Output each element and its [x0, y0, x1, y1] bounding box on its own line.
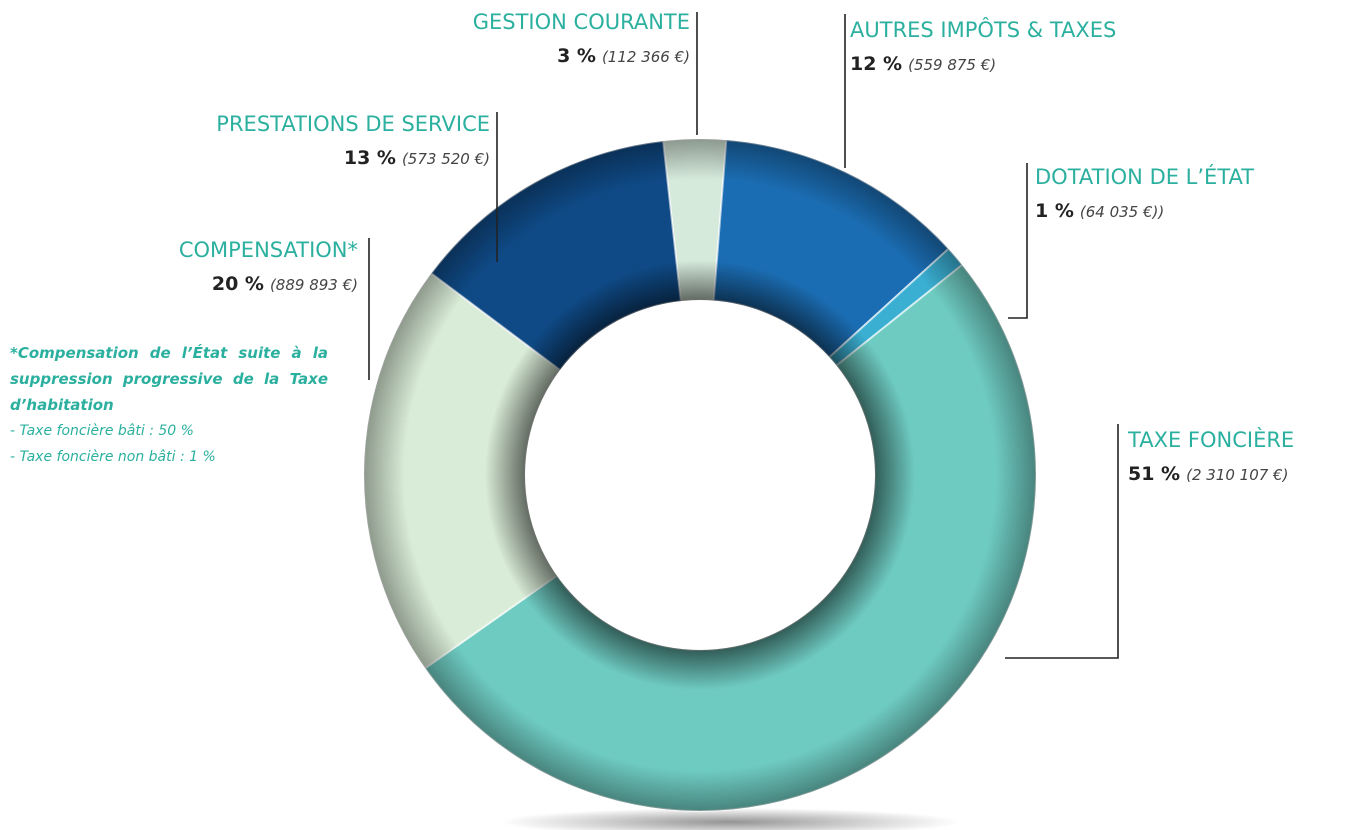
footnote: *Compensation de l’État suite à la suppr…	[10, 340, 328, 470]
leader-line	[1008, 163, 1028, 319]
amount-label: (559 875 €)	[908, 56, 996, 74]
amount-label: (64 035 €))	[1080, 203, 1164, 221]
value-label: 3 %	[557, 45, 596, 67]
value-label: 20 %	[212, 273, 264, 295]
value-label: 51 %	[1128, 463, 1180, 485]
amount-label: (573 520 €)	[402, 150, 490, 168]
category-label: DOTATION DE L’ÉTAT	[1035, 164, 1254, 189]
category-label: AUTRES IMPÔTS & TAXES	[850, 17, 1116, 42]
value-text: 1 % (64 035 €))	[1035, 200, 1164, 222]
footnote-text: *Compensation de l’État suite à la suppr…	[10, 344, 328, 414]
amount-label: (112 366 €)	[602, 48, 690, 66]
category-label: GESTION COURANTE	[473, 10, 690, 34]
footnote-line: - Taxe foncière bâti : 50 %	[10, 423, 194, 439]
value-label: 12 %	[850, 53, 902, 75]
value-label: 1 %	[1035, 200, 1074, 222]
footnote-line: - Taxe foncière non bâti : 1 %	[10, 449, 216, 465]
category-label: COMPENSATION*	[179, 238, 358, 262]
labels: GESTION COURANTE 3 % (112 366 €) AUTRES IMP…	[179, 10, 1294, 659]
value-text: 12 % (559 875 €)	[850, 53, 996, 75]
leader-line	[1005, 424, 1119, 659]
category-label: TAXE FONCIÈRE	[1127, 427, 1294, 452]
value-text: 51 % (2 310 107 €)	[1128, 463, 1288, 485]
value-text: 13 % (573 520 €)	[344, 147, 490, 169]
shadow	[500, 808, 960, 830]
amount-label: (889 893 €)	[270, 276, 358, 294]
value-text: 20 % (889 893 €)	[212, 273, 358, 295]
value-label: 13 %	[344, 147, 396, 169]
category-label: PRESTATIONS DE SERVICE	[216, 112, 490, 136]
amount-label: (2 310 107 €)	[1186, 466, 1288, 484]
slices	[363, 138, 1038, 812]
value-text: 3 % (112 366 €)	[557, 45, 690, 67]
